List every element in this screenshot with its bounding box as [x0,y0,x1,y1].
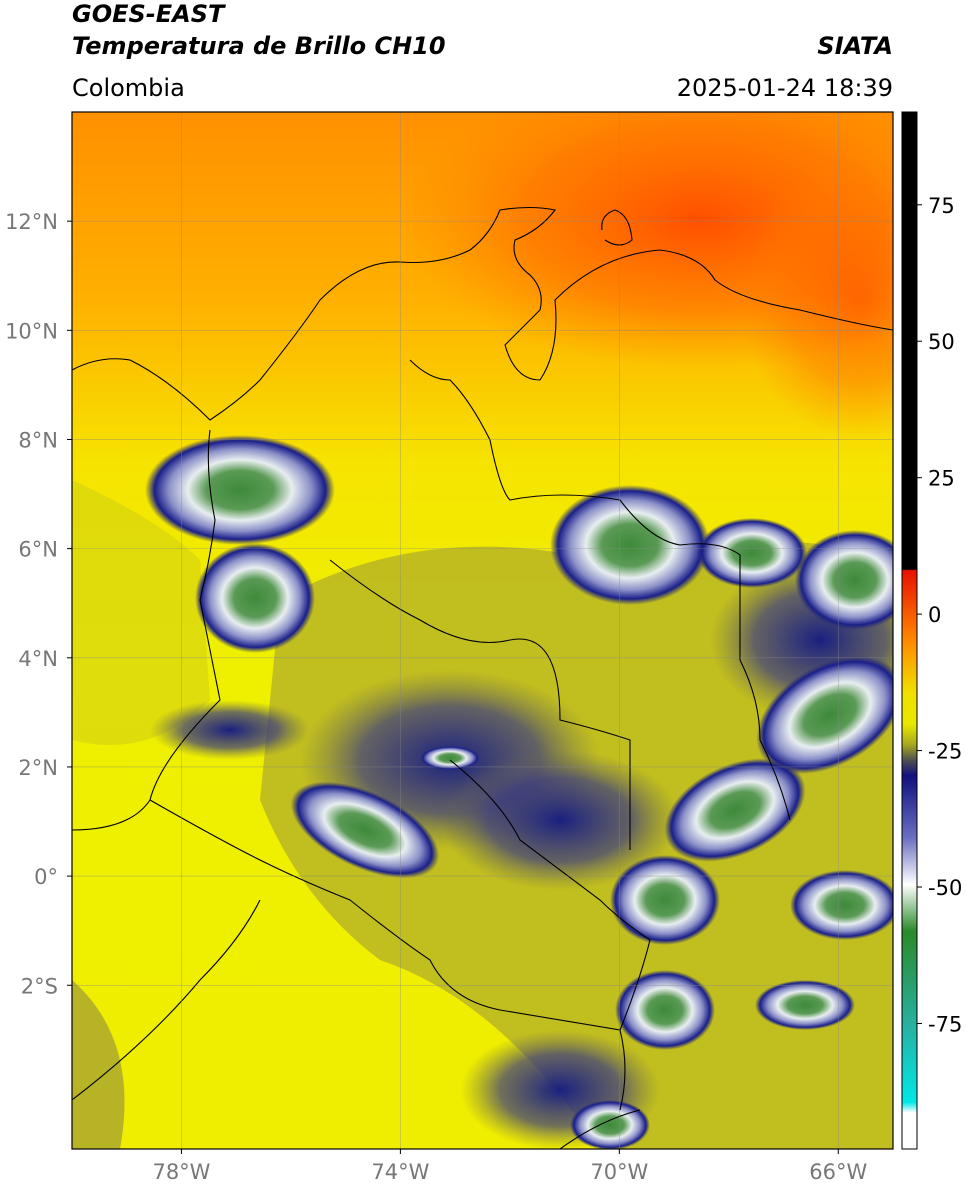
colorbar-tick-label: 50 [928,330,955,354]
satellite-image [72,112,893,1149]
y-tick-label: 12°N [5,210,58,234]
x-tick-label: 70°W [590,1160,648,1184]
graticule [72,112,893,1149]
x-tick-label: 66°W [809,1160,867,1184]
borders [72,206,893,1149]
source: SIATA [817,32,893,60]
title: GOES-EAST [72,0,226,28]
datetime: 2025-01-24 18:39 [677,74,893,102]
y-tick-label: 4°N [18,647,58,671]
y-tick-label: 2°S [21,974,58,998]
colorbar-tick-label: 75 [928,194,955,218]
colorbar-tick-label: 25 [928,467,955,491]
x-tick-label: 78°W [152,1160,210,1184]
y-tick-label: 0° [34,865,58,889]
x-tick-label: 74°W [371,1160,429,1184]
colorbar [901,111,918,1150]
subtitle: Temperatura de Brillo CH10 [72,32,446,60]
colorbar-tick-label: -50 [928,876,962,900]
map-frame [71,111,894,1150]
y-tick-label: 6°N [18,538,58,562]
colorbar-tick-label: -25 [928,740,962,764]
region: Colombia [72,74,185,102]
colorbar-tick-label: 0 [928,603,941,627]
y-tick-label: 8°N [18,428,58,452]
y-tick-label: 2°N [18,756,58,780]
y-tick-label: 10°N [5,319,58,343]
colorbar-tick-label: -75 [928,1012,962,1036]
